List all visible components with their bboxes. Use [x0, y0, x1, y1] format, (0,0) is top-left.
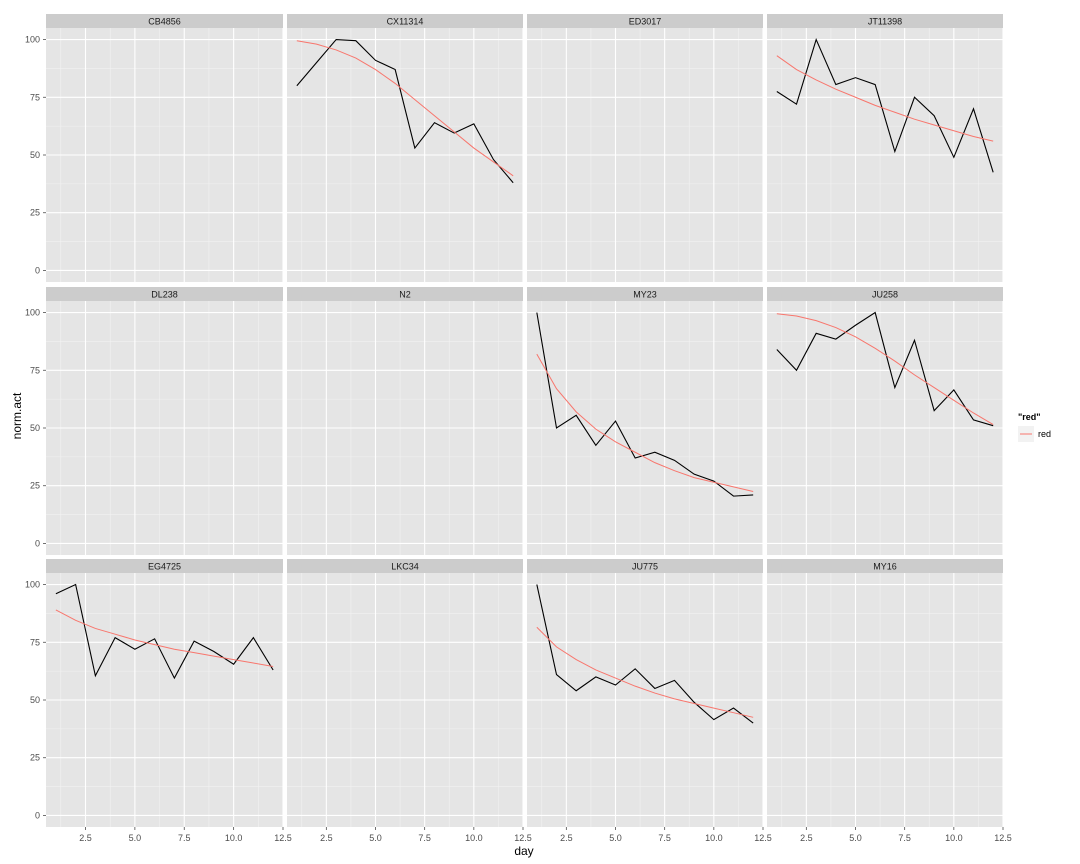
- legend-title: "red": [1018, 412, 1041, 422]
- facet-panel: CX11314: [287, 14, 524, 282]
- fit-line-red: [776, 55, 994, 142]
- y-tick-label: 75: [30, 365, 40, 375]
- facet-strip: [767, 14, 1003, 28]
- y-tick-label: 75: [30, 92, 40, 102]
- facet-strip: [287, 559, 523, 573]
- x-tick-label: 5.0: [849, 833, 862, 843]
- y-tick-label: 50: [30, 423, 40, 433]
- facet-title: JU258: [872, 290, 898, 300]
- x-tick-label: 7.5: [898, 833, 911, 843]
- x-tick-label: 5.0: [369, 833, 382, 843]
- x-tick-label: 12.5: [994, 833, 1012, 843]
- y-tick-label: 0: [35, 810, 40, 820]
- x-tick-label: 12.5: [754, 833, 772, 843]
- x-tick-label: 2.5: [79, 833, 92, 843]
- x-tick-label: 2.5: [560, 833, 573, 843]
- facet-strip: [287, 287, 523, 301]
- x-tick-label: 7.5: [418, 833, 431, 843]
- x-axis-title: day: [514, 844, 533, 858]
- facet-title: ED3017: [629, 17, 662, 27]
- facet-panel: JU258: [767, 287, 1004, 555]
- facet-title: JT11398: [868, 17, 902, 27]
- facet-panel: JT11398: [767, 14, 1004, 282]
- x-tick-label: 7.5: [658, 833, 671, 843]
- facet-title: CB4856: [148, 17, 181, 27]
- facet-strip: [46, 287, 283, 301]
- facet-title: DL238: [151, 290, 178, 300]
- facet-title: LKC34: [391, 562, 419, 572]
- facet-strip: [46, 14, 283, 28]
- facet-title: MY16: [873, 562, 897, 572]
- facet-panel: JU775: [527, 559, 764, 827]
- panels-layer: CB4856 CX11314 ED3017 JT11398 DL238 N2 MY23 JU2…: [46, 14, 1004, 827]
- fit-line-red: [536, 353, 754, 492]
- y-axis: 0 25 50 75 100 0 25 50 75 100 0 25 50 75 100: [25, 35, 46, 820]
- facet-panel: MY16: [767, 559, 1004, 827]
- x-tick-label: 7.5: [178, 833, 191, 843]
- facet-strip: [527, 287, 763, 301]
- observed-line: [776, 311, 994, 427]
- fit-line-red: [776, 313, 994, 425]
- x-tick-label: 12.5: [514, 833, 532, 843]
- x-tick-label: 5.0: [609, 833, 622, 843]
- legend-label: red: [1038, 429, 1051, 439]
- x-tick-label: 2.5: [800, 833, 813, 843]
- x-tick-label: 10.0: [225, 833, 243, 843]
- fit-line-red: [296, 40, 514, 177]
- x-axis: 2.5 5.0 7.5 10.0 12.5 2.5 5.0 7.5 10.0 12.5 2.5 5.0…: [79, 827, 1012, 843]
- facet-title: EG4725: [148, 562, 181, 572]
- facet-strip: [46, 559, 283, 573]
- y-tick-label: 0: [35, 538, 40, 548]
- x-tick-label: 2.5: [320, 833, 333, 843]
- facet-strip: [767, 287, 1003, 301]
- observed-line: [776, 37, 994, 173]
- legend: "red" red: [1018, 412, 1051, 442]
- facet-strip: [767, 559, 1003, 573]
- fit-line-red: [55, 609, 274, 668]
- facet-panel: N2: [287, 287, 524, 555]
- facet-title: N2: [399, 290, 411, 300]
- observed-line: [296, 38, 514, 184]
- y-tick-label: 50: [30, 695, 40, 705]
- facet-strip: [527, 559, 763, 573]
- x-tick-label: 10.0: [465, 833, 483, 843]
- x-tick-label: 10.0: [945, 833, 963, 843]
- y-tick-label: 0: [35, 265, 40, 275]
- x-tick-label: 10.0: [705, 833, 723, 843]
- facet-panel: CB4856: [46, 14, 284, 282]
- y-tick-label: 75: [30, 637, 40, 647]
- observed-line: [536, 312, 754, 497]
- facet-panel: LKC34: [287, 559, 524, 827]
- facet-strip: [527, 14, 763, 28]
- facet-panel: EG4725: [46, 559, 284, 827]
- facet-panel: ED3017: [527, 14, 764, 282]
- facet-title: JU775: [632, 562, 658, 572]
- y-tick-label: 50: [30, 150, 40, 160]
- y-tick-label: 25: [30, 208, 40, 218]
- y-axis-title: norm.act: [10, 392, 24, 439]
- y-tick-label: 100: [25, 308, 40, 318]
- facet-title: MY23: [633, 290, 657, 300]
- y-tick-label: 100: [25, 35, 40, 45]
- y-tick-label: 100: [25, 580, 40, 590]
- facet-panel: MY23: [527, 287, 764, 555]
- facet-title: CX11314: [387, 17, 424, 27]
- facet-strip: [287, 14, 523, 28]
- y-tick-label: 25: [30, 481, 40, 491]
- x-tick-label: 5.0: [129, 833, 142, 843]
- x-tick-label: 12.5: [274, 833, 292, 843]
- fit-line-red: [536, 626, 754, 718]
- observed-line: [536, 584, 754, 724]
- facet-panel: DL238: [46, 287, 284, 555]
- y-tick-label: 25: [30, 753, 40, 763]
